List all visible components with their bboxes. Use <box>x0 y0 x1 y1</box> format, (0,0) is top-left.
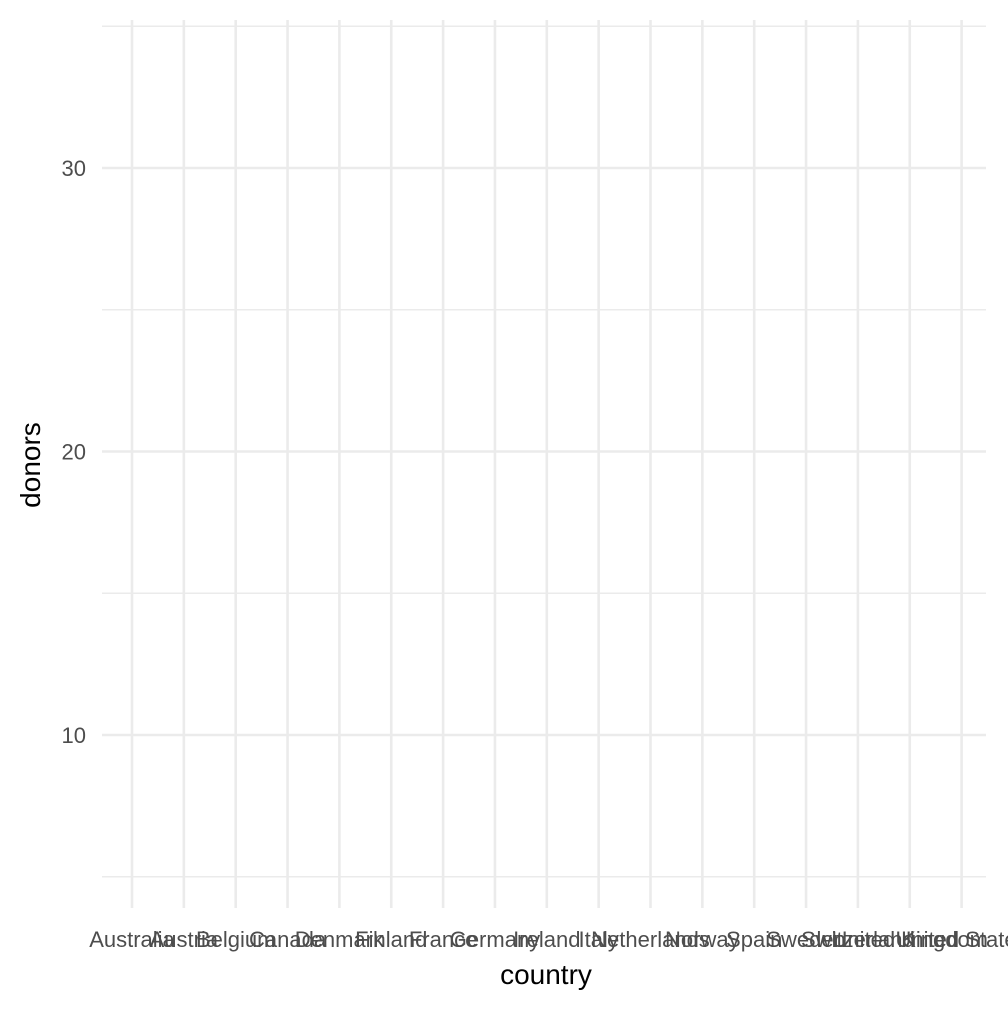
y-tick-label: 10 <box>62 723 86 748</box>
x-tick-label: Norway <box>665 927 740 952</box>
x-tick-label: Belgium <box>196 927 275 952</box>
y-tick-label: 30 <box>62 156 86 181</box>
x-tick-label: United Kingdom <box>831 927 988 952</box>
x-tick-label: Switzerland <box>801 927 915 952</box>
grid-layer <box>102 20 986 908</box>
x-tick-label: Austria <box>150 927 219 952</box>
x-tick-label: Canada <box>249 927 327 952</box>
x-tick-label: Spain <box>726 927 782 952</box>
y-tick-label: 20 <box>62 440 86 465</box>
x-tick-label: Netherlands <box>591 927 710 952</box>
x-tick-label: France <box>409 927 477 952</box>
x-tick-label: Ireland <box>513 927 580 952</box>
x-tick-label: Sweden <box>766 927 846 952</box>
y-tick-labels: 10 20 30 <box>62 156 86 748</box>
x-tick-label: United States <box>896 927 1008 952</box>
y-axis-title: donors <box>15 422 46 508</box>
x-tick-label: Germany <box>450 927 540 952</box>
x-tick-label: Italy <box>578 927 618 952</box>
x-tick-label: Denmark <box>295 927 385 952</box>
x-tick-labels: AustraliaAustriaBelgiumCanadaDenmarkFinl… <box>89 927 1008 952</box>
x-axis-title: country <box>500 959 592 990</box>
x-tick-label: Finland <box>355 927 427 952</box>
x-tick-label: Australia <box>89 927 175 952</box>
